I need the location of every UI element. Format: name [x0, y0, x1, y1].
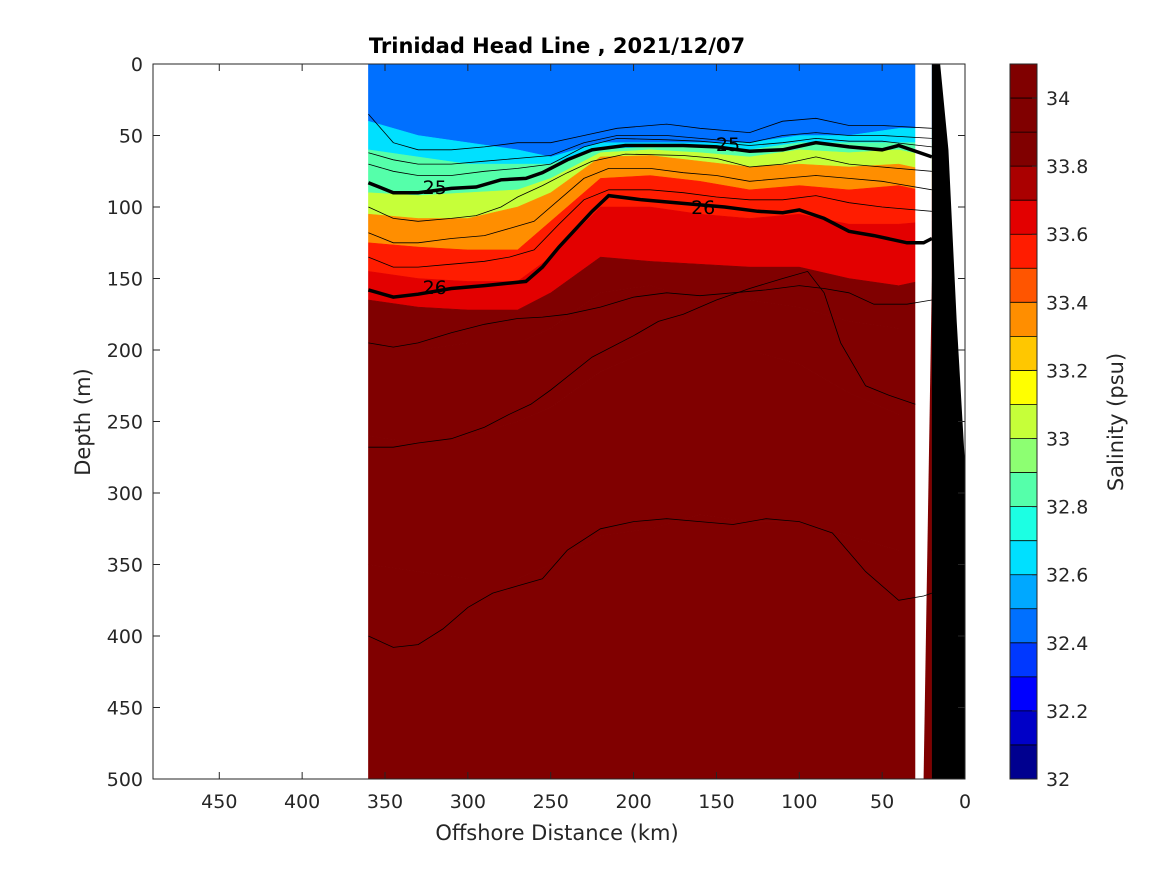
x-tick-label: 200	[615, 791, 651, 813]
colorbar-tick-label: 33.4	[1046, 292, 1088, 314]
colorbar-tick-label: 32.4	[1046, 633, 1088, 655]
isopycnal-label-26-b: 26	[691, 197, 715, 219]
y-tick-label: 0	[131, 54, 143, 76]
colorbar-swatch	[1010, 200, 1037, 235]
thin-isopycnal-8	[368, 518, 933, 648]
colorbar-tick-label: 32.6	[1046, 565, 1088, 587]
colorbar-swatch	[1010, 98, 1037, 133]
isopycnal-label-25: 25	[423, 177, 447, 199]
colorbar-swatch	[1010, 166, 1037, 201]
colorbar-swatch	[1010, 404, 1037, 439]
thin-isopycnal-1	[368, 132, 932, 165]
colorbar-swatch	[1010, 540, 1037, 575]
x-tick-label: 150	[698, 791, 734, 813]
salinity-band-10	[368, 514, 933, 779]
colorbar-tick-label: 33.6	[1046, 224, 1088, 246]
isopycnal-label-25-b: 25	[716, 134, 740, 156]
thin-isopycnal-6	[368, 285, 932, 348]
y-tick-label: 250	[107, 412, 143, 434]
y-tick-label: 350	[107, 555, 143, 577]
colorbar-swatch	[1010, 574, 1037, 609]
x-tick-label: 450	[201, 791, 237, 813]
colorbar-swatch	[1010, 438, 1037, 473]
thin-isopycnal-5	[368, 189, 932, 268]
x-tick-label: 400	[284, 791, 320, 813]
bold-isopycnal-25	[367, 140, 933, 195]
x-tick-label: 0	[959, 791, 971, 813]
colorbar-swatch	[1010, 642, 1037, 677]
bold-isopycnal-26	[367, 193, 933, 299]
colorbar-swatch	[1010, 132, 1037, 167]
y-tick-label: 50	[119, 126, 143, 148]
x-tick-label: 250	[533, 791, 569, 813]
x-tick-label: 300	[450, 791, 486, 813]
y-tick-label: 100	[107, 197, 143, 219]
colorbar-frame	[1009, 63, 1038, 780]
colorbar-swatch	[1010, 676, 1037, 711]
y-tick-label: 450	[107, 698, 143, 720]
thin-isopycnal-3	[368, 153, 932, 222]
colorbar-swatch	[1010, 370, 1037, 405]
colorbar: 32 32.2 32.4 32.6 32.8 33 33.2 33.4 33.6 33.8 34	[1009, 63, 1088, 791]
x-tick-label: 50	[870, 791, 894, 813]
colorbar-tick-label: 34	[1046, 88, 1070, 110]
y-tick-label: 400	[107, 626, 143, 648]
thin-isopycnal-2	[368, 137, 932, 176]
colorbar-swatch	[1010, 336, 1037, 371]
colorbar-tick-label: 33.2	[1046, 360, 1088, 382]
colorbar-swatch	[1010, 744, 1037, 779]
isopycnal-label-26: 26	[423, 277, 447, 299]
thin-isopycnal-0	[368, 113, 932, 151]
colorbar-swatch	[1010, 64, 1037, 99]
colorbar-swatch	[1010, 302, 1037, 337]
y-axis-label: Depth (m)	[71, 368, 95, 475]
isopycnal-lines	[367, 113, 933, 648]
thin-isopycnal-7	[368, 270, 916, 448]
colorbar-swatch	[1010, 472, 1037, 507]
colorbar-tick-label: 33.8	[1046, 156, 1088, 178]
colorbar-tick-label: 33	[1046, 429, 1070, 451]
y-tick-label: 150	[107, 269, 143, 291]
bathymetry	[931, 64, 965, 779]
x-tick-label: 350	[367, 791, 403, 813]
colorbar-swatch	[1010, 506, 1037, 541]
colorbar-swatch	[1010, 710, 1037, 745]
y-tick-label: 500	[107, 769, 143, 791]
colorbar-tick-label: 32.8	[1046, 497, 1088, 519]
colorbar-tick-label: 32.2	[1046, 701, 1088, 723]
colorbar-swatch	[1010, 608, 1037, 643]
colorbar-swatch	[1010, 268, 1037, 303]
chart-title: Trinidad Head Line , 2021/12/07	[369, 34, 745, 58]
y-tick-label: 300	[107, 483, 143, 505]
colorbar-tick-label: 32	[1046, 769, 1070, 791]
colorbar-swatch	[1010, 234, 1037, 269]
x-axis-label: Offshore Distance (km)	[435, 821, 678, 845]
x-tick-label: 100	[781, 791, 817, 813]
y-tick-label: 200	[107, 340, 143, 362]
colorbar-label: Salinity (psu)	[1104, 353, 1128, 491]
salinity-fill	[368, 64, 965, 779]
thin-isopycnal-4	[368, 168, 932, 244]
